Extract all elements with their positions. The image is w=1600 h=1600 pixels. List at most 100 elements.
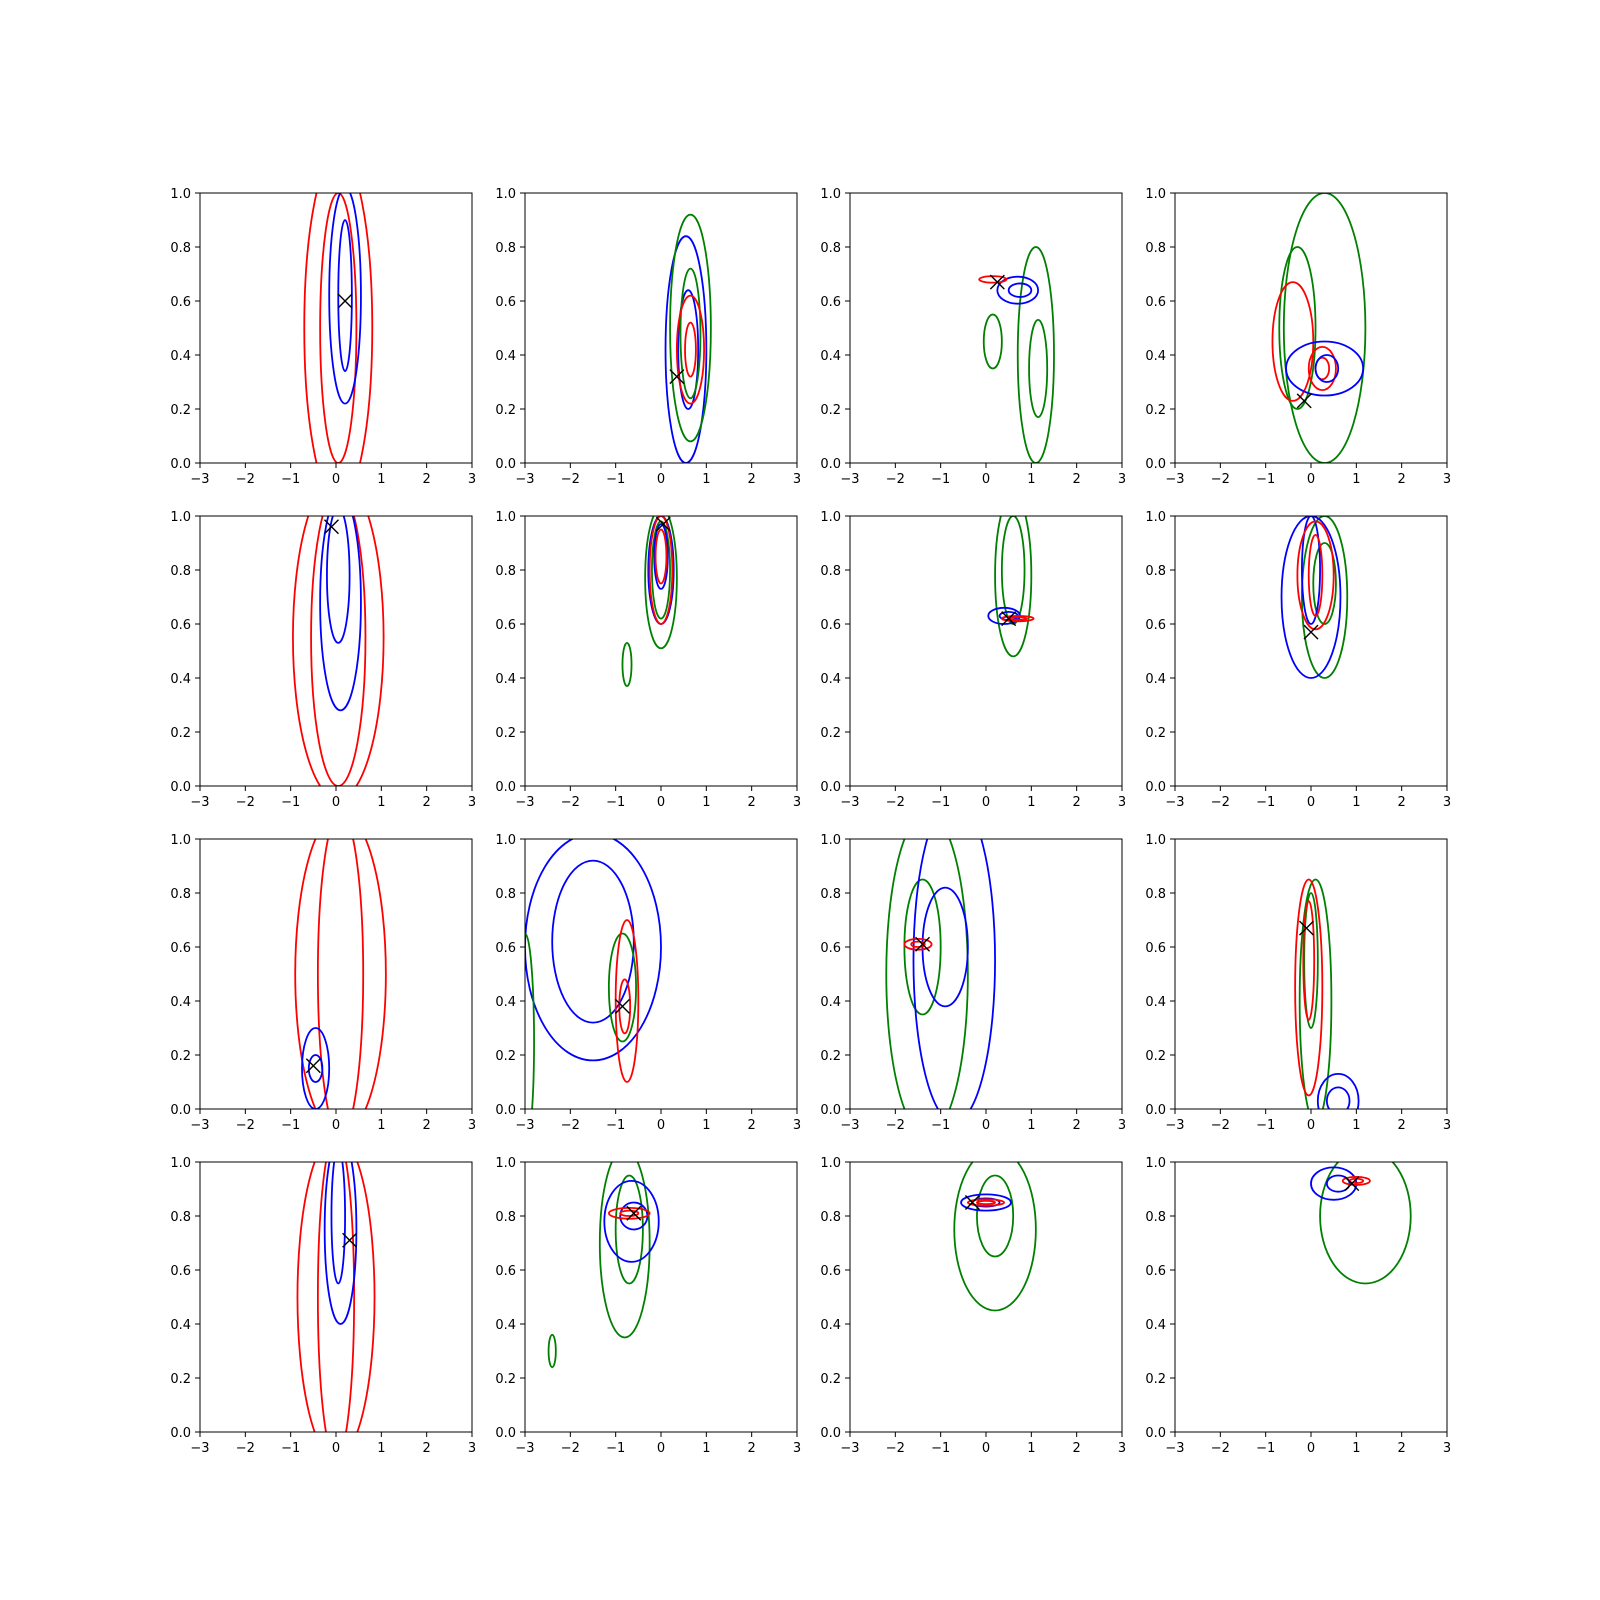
y-tick-label: 1.0	[495, 187, 516, 202]
x-tick-label: 3	[1118, 1441, 1126, 1456]
y-tick-label: 0.8	[495, 887, 516, 902]
panel-2-4: −3 −2 −1 0 1 2 3 0.0 0.2 0.4 0.6 0.8 1.0	[1145, 510, 1451, 810]
x-tick-label: −3	[1165, 1118, 1184, 1133]
x-marker	[1298, 920, 1314, 936]
x-marker-stroke	[1303, 624, 1319, 640]
y-tick-label: 0.2	[170, 726, 191, 741]
x-tick-label: 3	[468, 1118, 476, 1133]
x-tick-label: 3	[1118, 795, 1126, 810]
contour-red	[614, 919, 640, 1083]
y-tick-label: 0.4	[495, 349, 516, 364]
contour-red	[910, 940, 926, 948]
contour-green	[1282, 193, 1367, 463]
contour-red	[684, 321, 697, 378]
y-tick-label: 0.0	[495, 780, 516, 795]
x-marker-stroke	[337, 293, 353, 309]
contour-red	[1341, 1175, 1371, 1186]
contour-red	[648, 516, 674, 625]
x-tick-label: −1	[931, 795, 950, 810]
y-tick-label: 1.0	[170, 833, 191, 848]
contour-red	[976, 1199, 996, 1206]
x-tick-label: 2	[1073, 1441, 1081, 1456]
y-tick-label: 0.8	[170, 564, 191, 579]
y-tick-label: 0.2	[1145, 403, 1166, 418]
contour-group	[294, 839, 387, 1109]
x-tick-label: 0	[982, 1441, 990, 1456]
y-tick-label: 0.4	[1145, 1318, 1166, 1333]
x-marker	[1344, 1176, 1360, 1192]
y-tick-label: 0.4	[820, 995, 841, 1010]
contour-blue	[525, 839, 662, 1062]
y-tick-label: 0.2	[1145, 1049, 1166, 1064]
x-tick-label: 0	[982, 795, 990, 810]
x-marker	[337, 293, 353, 309]
x-tick-label: 0	[1307, 1441, 1315, 1456]
y-tick-label: 0.2	[820, 726, 841, 741]
x-tick-label: −2	[1211, 472, 1230, 487]
x-tick-label: 2	[1398, 472, 1406, 487]
panel-4-4: −3 −2 −1 0 1 2 3 0.0 0.2 0.4 0.6 0.8 1.0	[1145, 1156, 1451, 1456]
x-marker-stroke	[1344, 1176, 1360, 1192]
contour-blue	[1316, 1073, 1360, 1109]
y-tick-label: 0.4	[170, 1318, 191, 1333]
contour-red	[675, 294, 705, 405]
x-tick-label: −1	[931, 1118, 950, 1133]
x-tick-label: 0	[657, 472, 665, 487]
panel-4-3: −3 −2 −1 0 1 2 3 0.0 0.2 0.4 0.6 0.8 1.0	[820, 1156, 1126, 1456]
x-marker-stroke	[655, 516, 671, 532]
y-tick-label: 1.0	[820, 1156, 841, 1171]
x-marker-stroke	[669, 369, 685, 385]
contour-green	[598, 1162, 651, 1339]
contour-group	[1294, 878, 1360, 1109]
x-tick-label: −1	[931, 1441, 950, 1456]
x-tick-label: 2	[1073, 1118, 1081, 1133]
x-tick-label: 2	[1398, 1441, 1406, 1456]
x-tick-label: 2	[423, 795, 431, 810]
contour-green	[1303, 892, 1319, 1029]
x-tick-label: 3	[1443, 472, 1451, 487]
x-tick-label: 0	[982, 472, 990, 487]
x-tick-label: 1	[702, 795, 710, 810]
contour-blue	[677, 289, 700, 410]
panel-2-1: −3 −2 −1 0 1 2 3 0.0 0.2 0.4 0.6 0.8 1.0	[170, 510, 476, 810]
y-tick-label: 0.6	[1145, 1264, 1166, 1279]
y-tick-label: 0.8	[820, 1210, 841, 1225]
x-tick-label: −2	[1211, 795, 1230, 810]
y-tick-label: 0.2	[1145, 1372, 1166, 1387]
y-tick-label: 0.6	[1145, 618, 1166, 633]
y-tick-label: 0.4	[170, 995, 191, 1010]
contour-red	[654, 528, 668, 585]
x-tick-label: −1	[606, 1118, 625, 1133]
y-tick-label: 0.8	[1145, 1210, 1166, 1225]
y-tick-label: 0.0	[170, 1103, 191, 1118]
contour-green	[644, 516, 678, 650]
x-tick-label: 1	[702, 472, 710, 487]
contour-green	[982, 313, 1003, 370]
x-tick-label: −2	[886, 472, 905, 487]
x-marker	[626, 1205, 642, 1221]
y-tick-label: 0.6	[495, 618, 516, 633]
x-marker-stroke	[915, 936, 931, 952]
y-tick-label: 0.2	[170, 1372, 191, 1387]
y-tick-label: 0.6	[1145, 941, 1166, 956]
x-marker-stroke	[305, 1058, 321, 1074]
x-tick-label: −3	[840, 1441, 859, 1456]
contour-blue	[301, 1027, 331, 1109]
x-tick-label: −2	[236, 472, 255, 487]
x-marker	[614, 998, 630, 1014]
contour-blue	[328, 193, 362, 405]
x-tick-label: −3	[515, 1118, 534, 1133]
x-tick-label: −2	[886, 795, 905, 810]
x-tick-label: 1	[702, 1441, 710, 1456]
x-tick-label: −1	[281, 1118, 300, 1133]
x-tick-label: 3	[793, 472, 801, 487]
x-tick-label: 3	[1443, 1118, 1451, 1133]
x-tick-label: 2	[748, 472, 756, 487]
contour-blue	[1280, 516, 1342, 679]
x-tick-label: 0	[1307, 1118, 1315, 1133]
x-tick-label: 1	[1352, 1118, 1360, 1133]
x-tick-label: 2	[748, 1118, 756, 1133]
x-tick-label: −2	[1211, 1118, 1230, 1133]
contour-red	[316, 1162, 356, 1432]
